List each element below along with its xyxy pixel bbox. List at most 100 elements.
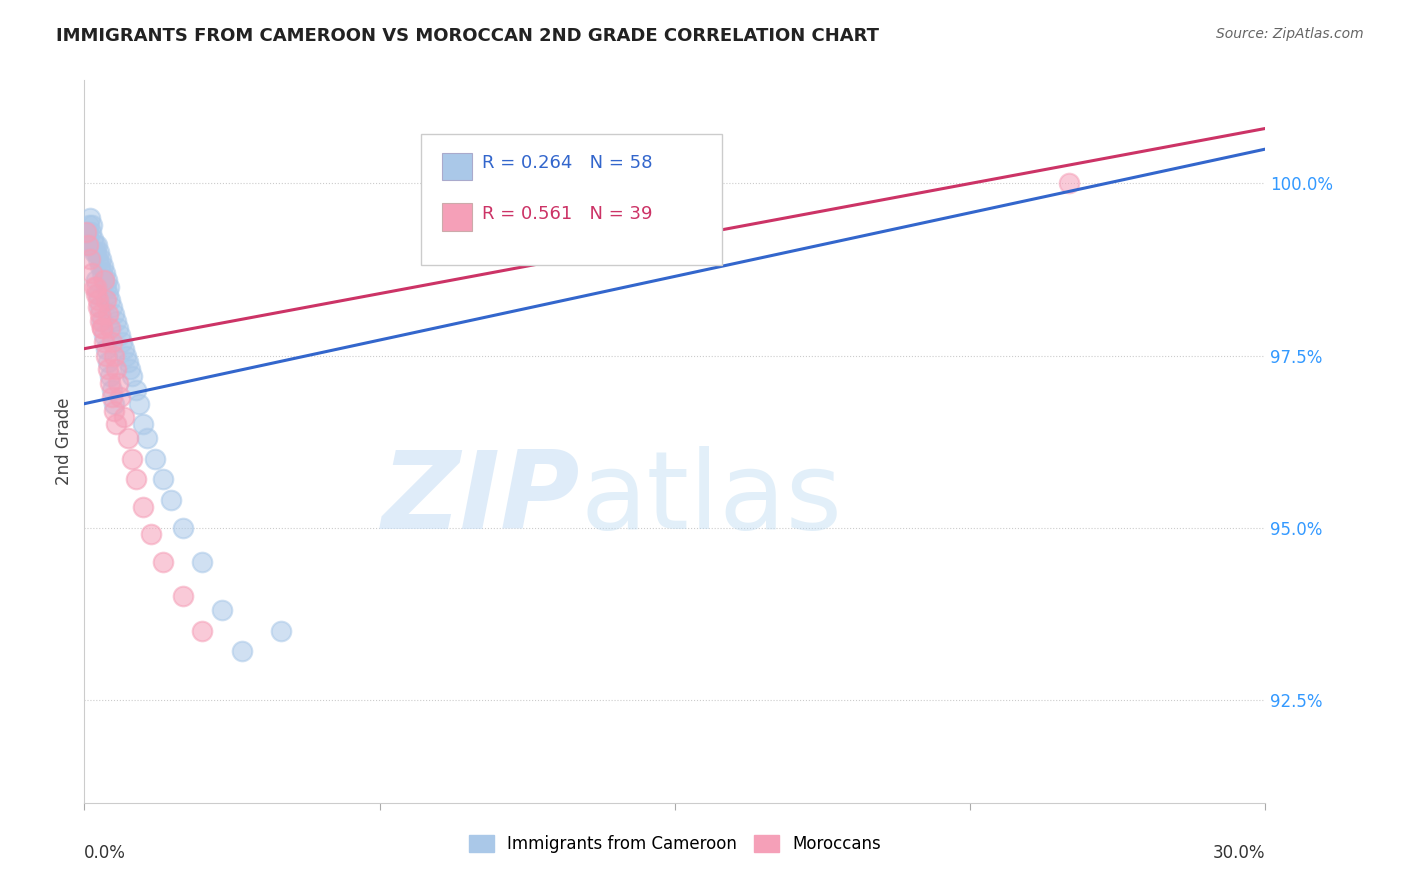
Point: [143, 451, 166, 466]
Point: [231, 644, 253, 658]
Point: [108, 390, 131, 404]
Point: [93, 273, 115, 287]
Point: [79, 252, 101, 267]
Point: [270, 624, 292, 638]
Point: [121, 451, 143, 466]
Point: [101, 301, 124, 315]
Point: [89, 259, 111, 273]
Point: [80, 225, 103, 239]
Point: [112, 410, 135, 425]
Point: [101, 390, 124, 404]
Point: [87, 301, 110, 315]
Point: [90, 252, 112, 267]
Point: [89, 245, 111, 260]
Point: [75, 238, 97, 252]
Point: [91, 259, 114, 273]
Point: [97, 286, 120, 301]
Point: [101, 334, 124, 349]
Point: [96, 273, 118, 287]
Point: [91, 266, 114, 280]
Point: [91, 321, 114, 335]
Point: [117, 355, 139, 369]
Point: [89, 301, 111, 315]
Text: Source: ZipAtlas.com: Source: ZipAtlas.com: [1216, 27, 1364, 41]
Point: [87, 293, 110, 308]
Y-axis label: 2nd Grade: 2nd Grade: [55, 398, 73, 485]
Point: [101, 383, 124, 397]
Point: [91, 321, 114, 335]
Text: ZIP: ZIP: [382, 446, 581, 552]
Point: [94, 266, 117, 280]
Point: [84, 273, 107, 287]
Point: [191, 624, 214, 638]
Point: [98, 369, 121, 384]
Point: [83, 245, 105, 260]
Point: [84, 245, 107, 260]
Point: [152, 472, 174, 486]
Point: [84, 238, 107, 252]
Bar: [443, 203, 472, 230]
Point: [141, 527, 163, 541]
Point: [132, 500, 155, 514]
Point: [1057, 177, 1080, 191]
Point: [94, 293, 117, 308]
Point: [84, 286, 107, 301]
Point: [91, 314, 114, 328]
Point: [84, 279, 107, 293]
Point: [94, 342, 117, 356]
Point: [117, 431, 139, 445]
Point: [103, 397, 125, 411]
Point: [97, 279, 120, 293]
Point: [89, 314, 111, 328]
Point: [76, 225, 98, 239]
Point: [77, 218, 100, 232]
Point: [124, 383, 146, 397]
Text: atlas: atlas: [581, 446, 842, 552]
Point: [89, 307, 111, 321]
Point: [121, 369, 143, 384]
Point: [97, 307, 120, 321]
Point: [104, 362, 127, 376]
Point: [191, 555, 214, 569]
Point: [103, 307, 125, 321]
Point: [77, 231, 100, 245]
Point: [124, 472, 146, 486]
Point: [94, 349, 117, 363]
Point: [79, 211, 101, 225]
Point: [82, 218, 104, 232]
Point: [103, 403, 125, 417]
Point: [160, 493, 183, 508]
Point: [112, 342, 135, 356]
Text: R = 0.264   N = 58: R = 0.264 N = 58: [482, 154, 652, 172]
Legend: Immigrants from Cameroon, Moroccans: Immigrants from Cameroon, Moroccans: [463, 828, 887, 860]
Point: [77, 238, 100, 252]
Bar: [443, 153, 472, 180]
Point: [82, 231, 104, 245]
Point: [98, 376, 121, 390]
Text: IMMIGRANTS FROM CAMEROON VS MOROCCAN 2ND GRADE CORRELATION CHART: IMMIGRANTS FROM CAMEROON VS MOROCCAN 2ND…: [56, 27, 879, 45]
Point: [87, 286, 110, 301]
Point: [111, 334, 134, 349]
Point: [93, 334, 115, 349]
Point: [118, 362, 141, 376]
Point: [128, 397, 150, 411]
Point: [132, 417, 155, 432]
Point: [83, 279, 105, 293]
Point: [98, 321, 121, 335]
Text: 30.0%: 30.0%: [1213, 844, 1265, 862]
Point: [98, 293, 121, 308]
Point: [172, 590, 194, 604]
FancyBboxPatch shape: [420, 135, 723, 265]
Point: [104, 314, 127, 328]
Point: [82, 266, 104, 280]
Point: [93, 273, 115, 287]
Point: [103, 349, 125, 363]
Point: [97, 362, 120, 376]
Point: [211, 603, 233, 617]
Point: [75, 225, 97, 239]
Point: [86, 238, 108, 252]
Text: R = 0.561   N = 39: R = 0.561 N = 39: [482, 205, 652, 223]
Point: [107, 321, 129, 335]
Point: [93, 327, 115, 342]
Point: [94, 279, 117, 293]
